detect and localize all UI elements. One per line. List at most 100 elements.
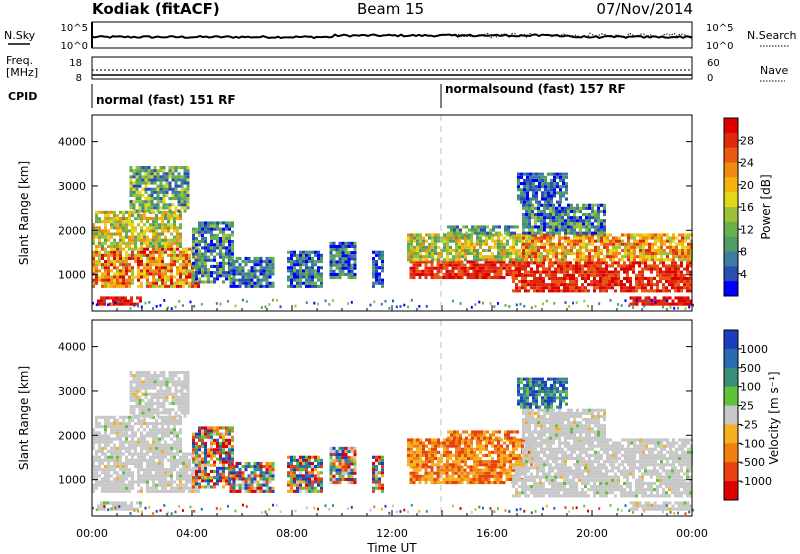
velocity-cell bbox=[152, 434, 155, 438]
velocity-cell bbox=[125, 483, 128, 487]
velocity-cell bbox=[201, 457, 204, 461]
power-cell bbox=[110, 241, 113, 245]
velocity-cell bbox=[128, 483, 131, 487]
velocity-cell bbox=[119, 422, 122, 426]
velocity-cell bbox=[228, 429, 231, 433]
power-cell bbox=[407, 252, 410, 256]
power-cell bbox=[502, 263, 506, 267]
power-cell bbox=[244, 284, 248, 288]
power-cell bbox=[179, 241, 182, 245]
power-cell bbox=[621, 242, 624, 246]
power-cell bbox=[253, 256, 257, 260]
power-cell bbox=[486, 225, 489, 229]
power-cell bbox=[159, 181, 163, 185]
power-cell bbox=[582, 203, 585, 207]
power-cell bbox=[564, 248, 567, 252]
velocity-cell bbox=[197, 489, 200, 493]
power-cell bbox=[476, 255, 479, 259]
velocity-cell bbox=[116, 477, 119, 481]
velocity-cell bbox=[147, 411, 151, 415]
power-cell bbox=[665, 299, 668, 302]
velocity-cell bbox=[125, 474, 128, 478]
velocity-cell bbox=[144, 395, 148, 399]
velocity-cell bbox=[138, 371, 142, 375]
power-cell bbox=[381, 263, 384, 267]
power-cell bbox=[185, 260, 188, 264]
velocity-cell bbox=[147, 402, 151, 406]
power-cell bbox=[140, 305, 143, 309]
power-cell bbox=[536, 280, 539, 284]
power-cell bbox=[609, 299, 612, 302]
power-cell bbox=[650, 286, 653, 290]
power-cell bbox=[591, 255, 594, 259]
power-cell bbox=[195, 249, 198, 253]
power-cell bbox=[119, 250, 122, 254]
velocity-cell bbox=[153, 374, 157, 378]
power-cell bbox=[353, 248, 357, 252]
y-tick-label: 1000 bbox=[58, 269, 86, 282]
power-cell bbox=[183, 187, 187, 191]
velocity-cell bbox=[152, 455, 155, 459]
power-cell bbox=[553, 175, 556, 179]
power-cell bbox=[431, 252, 434, 256]
power-cell bbox=[600, 252, 603, 256]
power-cell bbox=[147, 169, 151, 173]
power-cell bbox=[222, 236, 225, 240]
velocity-cell bbox=[183, 383, 187, 387]
power-cell bbox=[186, 181, 190, 185]
power-cell bbox=[617, 280, 620, 284]
power-cell bbox=[557, 280, 560, 284]
power-cell bbox=[436, 269, 440, 273]
power-cell bbox=[480, 231, 483, 235]
velocity-cell bbox=[130, 504, 133, 508]
power-cell bbox=[416, 258, 419, 262]
power-cell bbox=[630, 242, 633, 246]
power-cell bbox=[549, 209, 552, 213]
power-cell bbox=[140, 213, 143, 217]
velocity-cell bbox=[179, 458, 182, 462]
power-cell bbox=[543, 206, 546, 210]
velocity-cell bbox=[131, 443, 134, 447]
power-cell bbox=[573, 233, 576, 237]
power-cell bbox=[180, 206, 184, 210]
power-cell bbox=[617, 261, 620, 265]
power-cell bbox=[244, 272, 248, 276]
power-cell bbox=[689, 299, 693, 303]
velocity-cell bbox=[232, 486, 236, 490]
power-cell bbox=[494, 233, 497, 237]
velocity-cell bbox=[201, 435, 204, 439]
power-cell bbox=[605, 276, 608, 280]
velocity-cell bbox=[155, 437, 158, 441]
power-cell bbox=[578, 267, 581, 271]
power-cell bbox=[612, 252, 615, 256]
velocity-cell bbox=[156, 398, 160, 402]
power-cell bbox=[98, 275, 101, 279]
velocity-cell bbox=[225, 460, 228, 464]
power-cell bbox=[95, 272, 98, 276]
power-cell bbox=[442, 272, 446, 276]
freq-label-1: Freq. bbox=[6, 54, 33, 67]
power-cell bbox=[602, 267, 605, 271]
power-cell bbox=[104, 275, 107, 279]
power-cell bbox=[584, 289, 587, 293]
power-cell bbox=[617, 270, 620, 274]
power-cell bbox=[674, 261, 677, 265]
power-cell bbox=[564, 245, 567, 249]
power-cell bbox=[548, 273, 551, 277]
velocity-cell bbox=[138, 398, 142, 402]
power-ylabel: Slant Range [km] bbox=[17, 161, 31, 265]
power-cell bbox=[159, 304, 162, 307]
power-cell bbox=[683, 267, 686, 271]
velocity-cell bbox=[110, 455, 113, 459]
power-cell bbox=[372, 281, 375, 285]
power-cell bbox=[585, 216, 588, 220]
power-cell bbox=[531, 203, 534, 207]
velocity-cell bbox=[135, 380, 139, 384]
velocity-cell bbox=[222, 460, 225, 464]
velocity-cell bbox=[222, 441, 225, 445]
velocity-cell bbox=[164, 452, 167, 456]
power-cell bbox=[332, 299, 334, 302]
power-cell bbox=[116, 269, 119, 273]
velocity-cell bbox=[124, 507, 127, 511]
velocity-cell bbox=[253, 461, 257, 465]
